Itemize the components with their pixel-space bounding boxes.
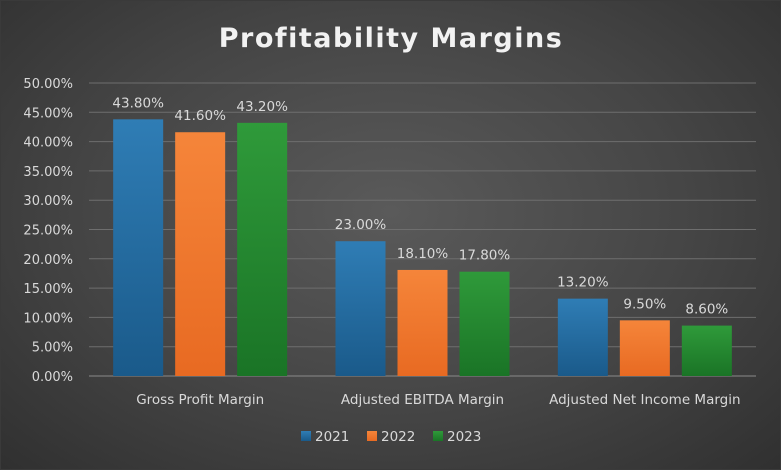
bar-2022-3 (619, 320, 670, 376)
data-labels: 43.80% 41.60% 43.20% 23.00% 18.10% 17.80% 13.2… (112, 95, 728, 317)
chart-title: Profitability Margins (219, 23, 564, 54)
legend: 2021 2022 2023 (301, 429, 481, 445)
y-tick-label: 15.00% (23, 282, 73, 297)
y-tick-label: 5.00% (32, 341, 73, 356)
bar-2021-2 (335, 241, 386, 376)
data-label: 43.80% (112, 95, 164, 111)
data-label: 13.20% (557, 275, 609, 291)
data-label: 8.60% (685, 302, 728, 318)
bar-2023-2 (459, 271, 510, 376)
bar-2022-1 (175, 132, 226, 376)
y-tick-label: 40.00% (23, 136, 73, 151)
data-label: 23.00% (335, 217, 387, 233)
y-axis-ticks: 0.00% 5.00% 10.00% 15.00% 20.00% 25.00% 30.00%… (23, 77, 73, 385)
data-label: 41.60% (174, 108, 226, 124)
y-tick-label: 0.00% (32, 370, 73, 385)
data-label: 17.80% (459, 248, 511, 264)
y-tick-label: 50.00% (23, 77, 73, 92)
data-label: 43.20% (236, 99, 288, 115)
legend-swatch-2021 (301, 431, 311, 441)
category-label: Adjusted EBITDA Margin (341, 392, 504, 408)
y-tick-label: 10.00% (23, 311, 73, 326)
bar-2023-3 (681, 325, 732, 376)
data-label: 18.10% (397, 246, 449, 262)
y-tick-label: 25.00% (23, 224, 73, 239)
x-axis-categories: Gross Profit Margin Adjusted EBITDA Margi… (136, 392, 740, 408)
data-label: 9.50% (623, 296, 666, 312)
y-tick-label: 35.00% (23, 165, 73, 180)
y-tick-label: 30.00% (23, 194, 73, 209)
bar-2021-3 (557, 298, 608, 376)
bar-2023-1 (237, 122, 288, 377)
y-tick-label: 20.00% (23, 253, 73, 268)
category-label: Gross Profit Margin (136, 392, 264, 408)
y-tick-label: 45.00% (23, 106, 73, 121)
legend-swatch-2023 (433, 431, 443, 441)
bars (113, 119, 732, 377)
bar-2022-2 (397, 269, 448, 376)
category-label: Adjusted Net Income Margin (549, 392, 740, 408)
legend-label-2021: 2021 (315, 429, 349, 445)
bar-2021-1 (113, 119, 164, 376)
legend-label-2023: 2023 (447, 429, 481, 445)
legend-swatch-2022 (367, 431, 377, 441)
legend-label-2022: 2022 (381, 429, 415, 445)
